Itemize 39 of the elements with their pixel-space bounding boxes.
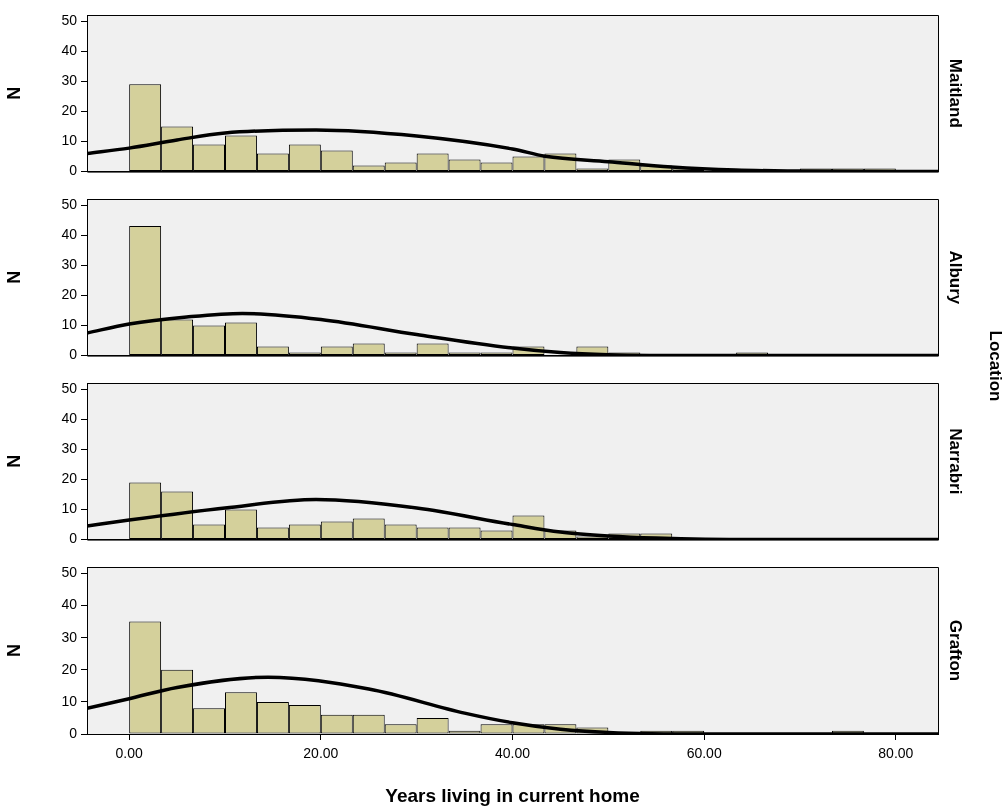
- y-tick-label: 30: [61, 440, 78, 457]
- y-tick-label: 20: [61, 102, 78, 119]
- y-tick-label: 0: [69, 530, 78, 547]
- y-tick-label: 30: [61, 256, 78, 273]
- x-tick-label: 0.00: [115, 745, 143, 762]
- y2-axis-title: Grafton: [946, 619, 966, 682]
- y-tick-label: 0: [69, 162, 78, 179]
- y-tick-label: 50: [61, 195, 78, 212]
- y-tick-label: 30: [61, 72, 78, 89]
- y-tick-label: 40: [61, 596, 78, 613]
- y-tick-label: 30: [61, 628, 78, 645]
- y-axis-title: N: [3, 644, 24, 657]
- y-tick-label: 20: [61, 286, 78, 303]
- y-tick-label: 0: [69, 724, 78, 741]
- y-tick-label: 50: [61, 564, 78, 581]
- y-tick-label: 0: [69, 346, 78, 363]
- y-tick-label: 40: [61, 42, 78, 58]
- y2-axis-title: Albury: [946, 250, 966, 305]
- y-tick-label: 50: [61, 379, 78, 396]
- y-tick-label: 20: [61, 470, 78, 487]
- y-tick-label: 20: [61, 660, 78, 677]
- y-tick-label: 40: [61, 226, 78, 242]
- x-tick-label: 40.00: [494, 745, 531, 762]
- y2-axis-title: Narrabri: [946, 428, 966, 495]
- x-tick-label: 20.00: [303, 745, 339, 762]
- y-tick-label: 10: [61, 692, 78, 709]
- y-tick-label: 10: [61, 316, 78, 333]
- text: Location: [985, 330, 1005, 402]
- y-axis-title: N: [3, 270, 24, 284]
- y2-axis-title: Maitland: [946, 58, 966, 128]
- y-tick-label: 10: [61, 500, 78, 517]
- y-tick-label: 40: [61, 410, 78, 426]
- y-axis-title: N: [3, 86, 24, 100]
- y-tick-label: 50: [61, 11, 78, 28]
- y-axis-title: N: [3, 454, 24, 468]
- x-tick-label: 60.00: [686, 745, 722, 762]
- x-axis-title: Years living in current home: [385, 784, 640, 806]
- x-tick-label: 80.00: [878, 745, 914, 762]
- y-tick-label: 10: [61, 132, 78, 149]
